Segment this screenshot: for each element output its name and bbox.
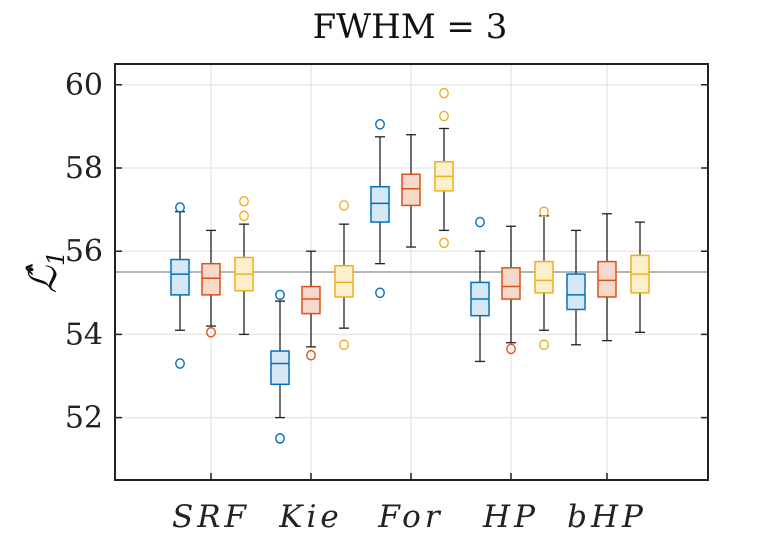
outlier-point (439, 110, 449, 122)
box-hp-3 (534, 206, 554, 351)
x-tick-label-kie: Kie (278, 499, 342, 535)
outlier-point (475, 216, 485, 228)
x-tick-label-hp: HP (482, 499, 539, 535)
outlier-point (275, 433, 285, 444)
outlier-point (306, 349, 316, 361)
y-axis-label: ℒ̂1 (21, 251, 70, 294)
outlier-point (539, 339, 549, 351)
box-srf-1 (170, 202, 190, 369)
outlier-point (375, 287, 385, 299)
box-body (534, 260, 554, 294)
x-tick-label-for: For (377, 499, 443, 535)
outlier-point (175, 202, 185, 213)
y-tick-label: 58 (65, 151, 103, 186)
box-layer (170, 87, 650, 444)
box-body (370, 185, 390, 223)
box-body (201, 262, 221, 296)
y-tick-label: 56 (65, 234, 103, 269)
y-axis-label-subscript: 1 (42, 251, 70, 266)
box-body (334, 265, 354, 298)
box-body (597, 260, 617, 298)
x-tick-label-bhp: bHP (567, 499, 647, 535)
box-body (170, 258, 190, 296)
outlier-point (339, 200, 349, 211)
y-tick-label: 52 (65, 401, 103, 436)
box-for-1 (370, 119, 390, 299)
x-tick-labels: SRF Kie For HP bHP (172, 473, 647, 535)
outlier-point (339, 339, 349, 351)
box-body (401, 173, 421, 207)
outlier-point (175, 358, 185, 369)
box-kie-3 (334, 200, 354, 351)
outlier-point (275, 289, 285, 301)
box-srf-2 (201, 229, 221, 338)
chart-title: FWHM = 3 (313, 7, 508, 47)
outlier-point (375, 119, 385, 130)
box-for-2 (401, 134, 421, 248)
box-body (301, 285, 321, 315)
box-body (566, 273, 586, 311)
box-bhp-3 (630, 221, 650, 333)
outlier-point (439, 237, 449, 249)
outlier-point (539, 206, 549, 217)
outlier-point (239, 195, 249, 207)
y-tick-labels: 52 54 56 58 60 (65, 68, 708, 436)
box-srf-3 (234, 195, 254, 336)
box-kie-2 (301, 250, 321, 361)
box-bhp-2 (597, 213, 617, 342)
box-body (501, 267, 521, 300)
y-tick-label: 54 (65, 317, 103, 352)
box-body (270, 350, 290, 386)
box-hp-2 (501, 225, 521, 355)
box-hp-1 (470, 216, 490, 363)
box-kie-1 (270, 289, 290, 444)
outlier-point (239, 210, 249, 222)
outlier-point (206, 327, 216, 338)
outlier-point (506, 343, 516, 355)
box-for-3 (434, 87, 454, 249)
x-tick-label-srf: SRF (172, 499, 250, 535)
box-bhp-1 (566, 229, 586, 346)
y-tick-label: 60 (65, 68, 103, 103)
y-axis-label-main: ℒ̂ (21, 263, 65, 293)
outlier-point (439, 87, 449, 99)
